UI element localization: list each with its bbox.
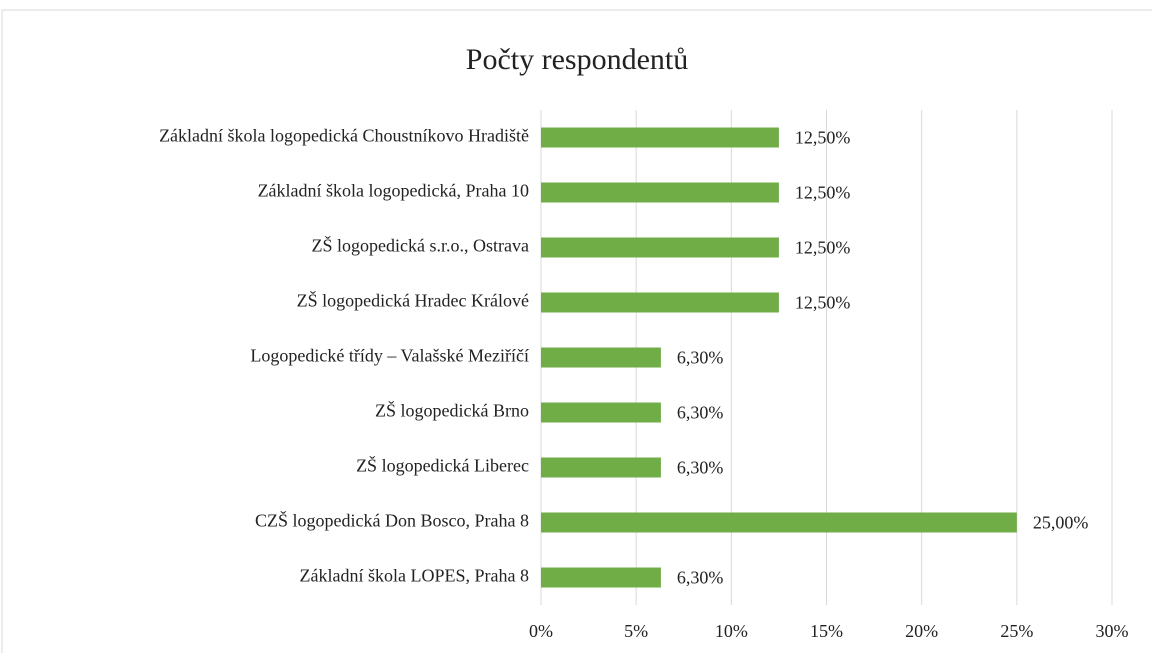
value-label: 12,50%	[795, 183, 851, 203]
bar	[541, 402, 661, 423]
y-tick-label: Základní škola LOPES, Praha 8	[300, 566, 529, 586]
bar	[541, 457, 661, 478]
bar	[541, 512, 1017, 533]
x-tick-label: 5%	[624, 621, 648, 641]
value-label: 25,00%	[1033, 513, 1089, 533]
value-label: 12,50%	[795, 128, 851, 148]
x-tick-label: 15%	[810, 621, 843, 641]
chart-frame	[1, 9, 1152, 653]
x-tick-label: 20%	[905, 621, 938, 641]
bar	[541, 182, 779, 203]
value-label: 6,30%	[677, 348, 724, 368]
y-tick-label: Základní škola logopedická, Praha 10	[258, 181, 529, 201]
bar	[541, 347, 661, 368]
x-tick-label: 0%	[529, 621, 553, 641]
y-tick-label: CZŠ logopedická Don Bosco, Praha 8	[255, 510, 529, 531]
y-tick-label: ZŠ logopedická s.r.o., Ostrava	[312, 235, 529, 256]
y-tick-label: Logopedické třídy – Valašské Meziříčí	[250, 346, 529, 366]
value-label: 6,30%	[677, 403, 724, 423]
y-tick-label: ZŠ logopedická Brno	[375, 400, 529, 421]
x-tick-label: 30%	[1096, 621, 1129, 641]
x-tick-label: 25%	[1000, 621, 1033, 641]
x-tick-label: 10%	[715, 621, 748, 641]
bar	[541, 237, 779, 258]
y-tick-label: ZŠ logopedická Hradec Králové	[297, 290, 529, 311]
bar	[541, 292, 779, 313]
value-label: 6,30%	[677, 568, 724, 588]
value-label: 6,30%	[677, 458, 724, 478]
bar	[541, 567, 661, 588]
y-tick-label: Základní škola logopedická Choustníkovo …	[159, 126, 529, 146]
y-tick-label: ZŠ logopedická Liberec	[356, 455, 529, 476]
chart-title: Počty respondentů	[466, 43, 688, 76]
value-label: 12,50%	[795, 293, 851, 313]
bar	[541, 127, 779, 148]
value-label: 12,50%	[795, 238, 851, 258]
